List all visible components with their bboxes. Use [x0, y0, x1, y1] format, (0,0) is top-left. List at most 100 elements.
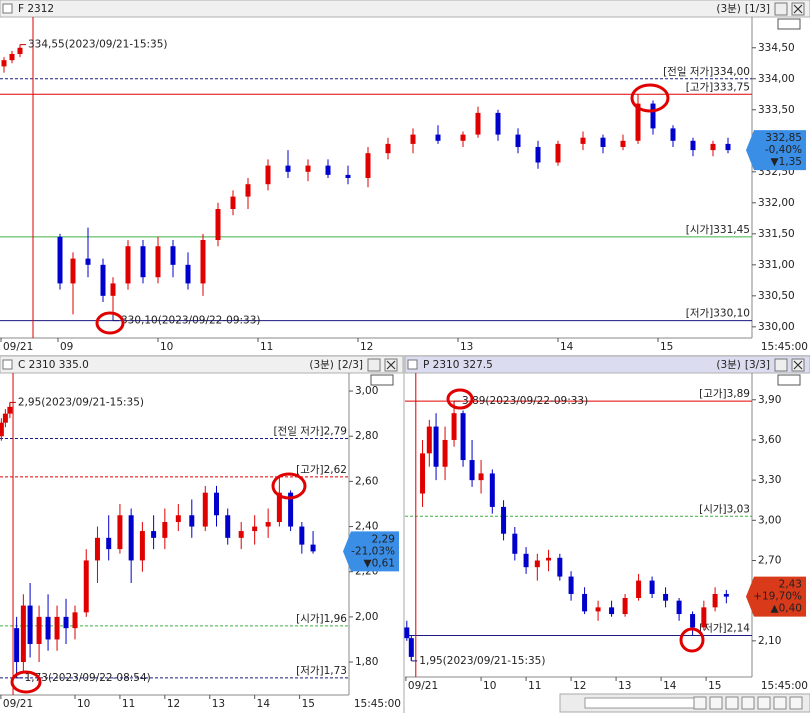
y-tick-label: 2,70: [758, 554, 781, 566]
x-tick-label: 12: [360, 341, 373, 353]
reference-label: [전일 저가]2,79: [273, 424, 347, 437]
candle-body: [1, 60, 7, 67]
maximize-button[interactable]: [774, 358, 788, 372]
candle-body: [568, 576, 574, 594]
panel-header-info: (3분) [1/3]: [716, 3, 770, 15]
candle-body: [710, 143, 716, 151]
candle-body: [72, 612, 78, 629]
y-tick-label: 3,00: [355, 385, 378, 397]
maximize-button[interactable]: [367, 358, 381, 372]
x-tick-label: 09/21: [408, 680, 438, 692]
reference-label: [시가]331,45: [686, 224, 750, 236]
scroll-button[interactable]: [693, 696, 707, 710]
candle-body: [299, 526, 305, 545]
x-tick-label: 11: [122, 698, 135, 710]
candle-body: [128, 515, 134, 561]
scroll-track[interactable]: [584, 697, 696, 709]
panel-header: [404, 355, 810, 374]
x-tick-label: 12: [167, 698, 180, 710]
candle-body: [162, 522, 168, 538]
candle-body: [512, 533, 518, 554]
maximize-button[interactable]: [774, 2, 788, 16]
close-icon: [793, 4, 803, 14]
scroll-button[interactable]: [773, 696, 787, 710]
interval-label: (3분): [716, 359, 741, 371]
candle-body: [725, 143, 731, 151]
y-tick-label: 2,40: [355, 521, 378, 533]
candle-body: [546, 557, 552, 561]
candle-body: [185, 264, 191, 284]
annotation-label: 1,95(2023/09/21-15:35): [419, 655, 545, 667]
x-tick-label: 09/21: [3, 698, 33, 710]
candle-body: [385, 143, 391, 154]
y-tick-label: 331,50: [758, 228, 795, 240]
interval-label: (3분): [309, 359, 334, 371]
annotation-marker: [19, 44, 26, 51]
panel-header-info: (3분) [3/3]: [716, 359, 770, 371]
y-tick-label: 3,90: [758, 394, 781, 406]
x-tick-label: 13: [212, 698, 225, 710]
y-tick-label: 2,60: [355, 475, 378, 487]
candle-body: [305, 165, 311, 172]
close-icon: [793, 360, 803, 370]
candle-body: [580, 137, 586, 144]
scroll-button[interactable]: [789, 696, 803, 710]
annotation-label: 330,10(2023/09/22-09:33): [121, 315, 261, 327]
y-tick-label: 333,50: [758, 104, 795, 116]
price-label: 332,85: [765, 132, 802, 144]
candle-body: [100, 264, 106, 296]
candle-body: [170, 246, 176, 265]
candle-body: [85, 258, 91, 265]
reference-label: [고가]2,62: [296, 464, 347, 476]
highlight-circle: [679, 627, 705, 653]
candle-body: [690, 140, 696, 151]
scroll-button[interactable]: [757, 696, 771, 710]
candle-body: [408, 638, 414, 657]
header-checkbox: [407, 359, 418, 370]
reference-label: [고가]333,75: [686, 81, 750, 93]
candle-body: [285, 165, 291, 172]
y-tick-label: 331,00: [758, 259, 795, 271]
price-diff: ▼1,35: [771, 156, 802, 168]
candle-body: [94, 537, 100, 561]
panel-header-info: (3분) [2/3]: [309, 359, 363, 371]
x-tick-label: 10: [483, 680, 496, 692]
candle-body: [420, 453, 426, 494]
candle-body: [54, 616, 60, 640]
price-change: -0,40%: [765, 144, 802, 156]
reference-label: [시가]3,03: [699, 503, 750, 515]
candle-body: [595, 607, 601, 612]
reference-label: [저가]330,10: [686, 308, 750, 320]
scroll-button[interactable]: [725, 696, 739, 710]
candle-body: [535, 146, 541, 163]
reference-label: [시가]1,96: [296, 613, 347, 625]
reference-label: [저가]1,73: [296, 665, 347, 677]
time-label: 15:45:00: [761, 341, 808, 353]
page-label: [2/3]: [338, 359, 363, 371]
toolbar-box: [370, 374, 394, 386]
y-tick-label: 332,00: [758, 197, 795, 209]
candle-body: [600, 137, 606, 147]
candle-body: [110, 283, 116, 296]
candle-body: [27, 605, 33, 644]
candle-body: [650, 103, 656, 129]
scroll-button[interactable]: [709, 696, 723, 710]
candle-body: [649, 580, 655, 594]
candle-body: [70, 258, 76, 284]
price-diff: ▲0,40: [771, 603, 802, 615]
candle-body: [175, 515, 181, 523]
candle-body: [213, 492, 219, 516]
toolbar-box: [777, 18, 801, 30]
candle-body: [701, 607, 707, 628]
candle-body: [238, 531, 244, 538]
scroll-button[interactable]: [741, 696, 755, 710]
candle-body: [489, 473, 495, 507]
x-tick-label: 09: [60, 341, 73, 353]
annotation-marker: [112, 314, 119, 322]
candle-body: [460, 413, 466, 461]
y-tick-label: 1,80: [355, 656, 378, 668]
candle-body: [433, 426, 439, 467]
x-tick-label: 10: [77, 698, 90, 710]
candle-body: [117, 515, 123, 550]
x-tick-label: 14: [560, 341, 574, 353]
